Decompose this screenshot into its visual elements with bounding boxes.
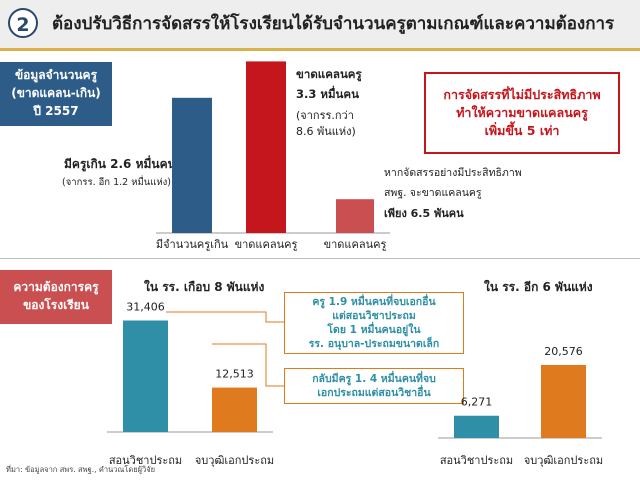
surplus-sublabel: (จากรร. อีก 1.2 หมื่นแห่ง) [62, 177, 171, 188]
chart-3-bar [454, 415, 499, 438]
callout-line: เพิ่มขึ้น 5 เท่า [484, 123, 560, 138]
chart-2-bar [123, 320, 168, 432]
inefficiency-callout: การจัดสรรที่ไม่มีประสิทธิภาพ ทำให้ความขา… [424, 72, 620, 154]
chart-1-category-label: ขาดแคลนครู [235, 238, 298, 251]
shortage-note-1: (จากรร.กว่า [296, 109, 354, 122]
chart-2-value-label: 12,513 [215, 368, 254, 381]
mismatch-box-2: กลับมีครู 1. 4 หมื่นคนที่จบ เอกประถมแต่ส… [284, 368, 464, 404]
bottom-side-label-line: ความต้องการครู [13, 280, 99, 294]
top-side-label-line: ข้อมูลจำนวนครู [14, 68, 98, 82]
scenario-line-3: เพียง 6.5 พันคน [384, 207, 464, 220]
chart-3-category-label: สอนวิชาประถม [440, 454, 513, 467]
mismatch-box-1-line: รร. อนุบาล-ประถมขนาดเล็ก [308, 338, 440, 350]
chart-1-bar [246, 61, 286, 234]
chart-2-category-label: สอนวิชาประถม [109, 454, 182, 467]
bottom-side-label-line: ของโรงเรียน [23, 298, 89, 312]
top-side-label-line: (ขาดแคลน-เกิน) [11, 86, 101, 100]
chart-2-bar [212, 387, 257, 432]
mismatch-box-1-line: ครู 1.9 หมื่นคนที่จบเอกอื่น [312, 296, 436, 308]
mismatch-box-2-line: กลับมีครู 1. 4 หมื่นคนที่จบ [312, 373, 436, 385]
header-bar [0, 0, 640, 48]
bottom-side-label: ความต้องการครู ของโรงเรียน [0, 270, 112, 324]
surplus-label: มีครูเกิน 2.6 หมื่นคน [64, 157, 176, 171]
section-number-badge: 2 [8, 8, 38, 38]
mismatch-box-1-line: โดย 1 หมื่นคนอยู่ใน [327, 324, 421, 336]
chart-3-value-label: 20,576 [544, 345, 583, 358]
chart-1-category-label: ขาดแคลนครู [324, 238, 387, 251]
callout-line: การจัดสรรที่ไม่มีประสิทธิภาพ [443, 87, 601, 102]
callout-line: ทำให้ความขาดแคลนครู [456, 105, 588, 120]
shortage-label: ขาดแคลนครู [296, 67, 362, 81]
chart-1-category-label: มีจำนวนครูเกิน [156, 238, 229, 251]
mismatch-box-1-line: แต่สอนวิชาประถม [332, 310, 416, 322]
shortage-note-2: 8.6 พันแห่ง) [296, 125, 356, 138]
chart-3-category-label: จบวุฒิเอกประถม [524, 454, 603, 467]
page-title: ต้องปรับวิธีการจัดสรรให้โรงเรียนได้รับจำ… [52, 14, 615, 34]
chart-1-bar [336, 199, 374, 233]
mismatch-box-2-line: เอกประถมแต่สอนวิชาอื่น [317, 387, 431, 399]
connector-line [212, 343, 284, 387]
source-note: ที่มา: ข้อมูลจาก สพร. สพฐ., คำนวณโดยผู้ว… [6, 465, 156, 474]
connector-line [166, 311, 284, 323]
left-panel-title: ใน รร. เกือบ 8 พันแห่ง [144, 280, 265, 294]
shortage-value: 3.3 หมื่นคน [296, 87, 359, 101]
chart-1-bar [172, 97, 212, 233]
chart-3-bar [541, 364, 586, 438]
top-side-label-line: ปี 2557 [33, 104, 79, 118]
section-divider [0, 258, 640, 259]
scenario-line-2: สพฐ. จะขาดแคลนครู [384, 187, 482, 199]
top-side-label: ข้อมูลจำนวนครู (ขาดแคลน-เกิน) ปี 2557 [0, 62, 112, 126]
chart-3-value-label: 6,271 [461, 396, 493, 409]
chart-2-category-label: จบวุฒิเอกประถม [195, 454, 274, 467]
mismatch-box-1: ครู 1.9 หมื่นคนที่จบเอกอื่น แต่สอนวิชาปร… [284, 292, 464, 354]
chart-2-value-label: 31,406 [126, 301, 165, 314]
right-panel-title: ใน รร. อีก 6 พันแห่ง [484, 280, 593, 294]
header-underline [0, 48, 640, 51]
scenario-line-1: หากจัดสรรอย่างมีประสิทธิภาพ [384, 167, 522, 179]
